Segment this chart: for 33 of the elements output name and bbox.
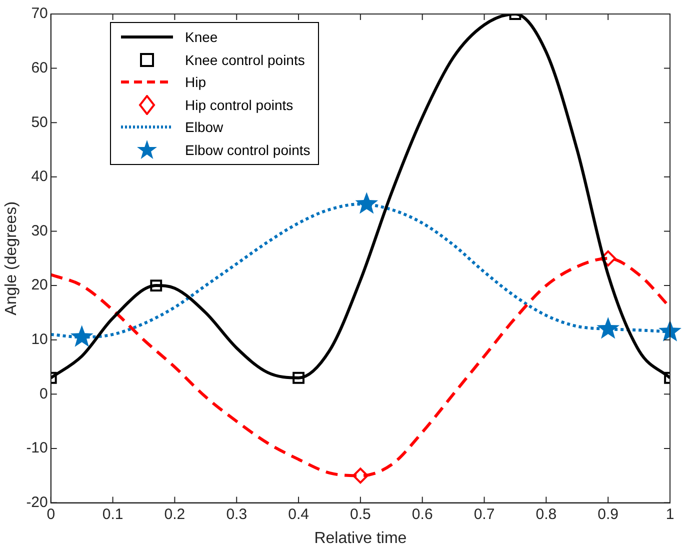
y-tick-label: 10 [31, 331, 48, 348]
x-axis-title: Relative time [314, 530, 407, 547]
point [596, 317, 620, 339]
x-tick-label: 0.1 [102, 506, 124, 523]
y-tick-label: 70 [31, 5, 48, 22]
y-tick-label: 50 [31, 114, 48, 131]
x-tick-label: 0.5 [350, 506, 371, 523]
x-tick-label: 0.6 [412, 506, 433, 523]
legend-label: Hip [185, 74, 206, 90]
x-tick-label: 0.4 [288, 506, 309, 523]
x-tick-label: 0.8 [536, 506, 557, 523]
legend-label: Knee [185, 29, 218, 46]
legend-label: Elbow control points [185, 142, 310, 158]
legend-label: Elbow [185, 119, 224, 136]
legend-label: Knee control points [185, 52, 305, 68]
point [600, 250, 616, 266]
y-tick-label: 40 [31, 168, 48, 186]
legend-label: Hip control points [185, 96, 294, 113]
point [70, 325, 94, 347]
x-tick-label: 0.9 [598, 506, 619, 523]
y-axis-title: Angle (degrees) [3, 201, 20, 316]
x-tick-label: 0.3 [226, 506, 248, 523]
point [352, 468, 368, 484]
y-tick-label: -20 [26, 494, 48, 511]
y-tick-label: 60 [31, 59, 48, 76]
point [355, 192, 378, 214]
x-tick-label: 0.7 [474, 506, 495, 523]
y-tick-label: 30 [31, 222, 48, 240]
y-tick-label: 0 [40, 385, 48, 402]
x-tick-label: 0.2 [164, 506, 186, 523]
y-tick-label: -10 [26, 440, 48, 457]
x-tick-label: 1 [666, 506, 674, 523]
y-tick-label: 20 [31, 276, 48, 294]
